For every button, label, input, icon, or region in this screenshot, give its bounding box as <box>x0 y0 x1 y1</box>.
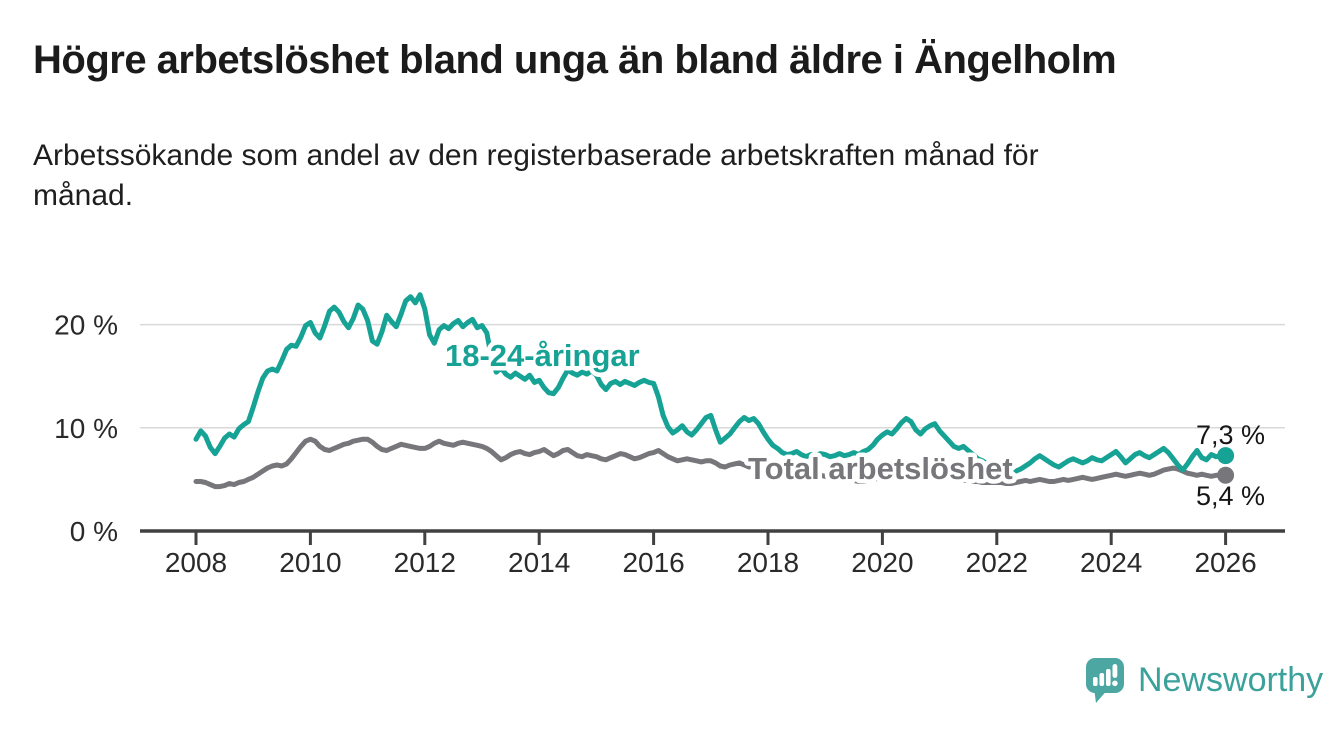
chart-subtitle-line-1: Arbetssökande som andel av den registerb… <box>33 139 1039 172</box>
series-line-0 <box>193 292 1229 475</box>
series-label-1: Total arbetslöshet <box>748 451 1013 486</box>
x-axis-label-2024: 2024 <box>1080 547 1142 578</box>
series-line-1 <box>193 436 1229 490</box>
series-end-value-1: 5,4 % <box>1196 481 1265 511</box>
x-axis-label-2026: 2026 <box>1194 547 1256 578</box>
brand-name: Newsworthy <box>1138 661 1324 699</box>
series-end-dot-0 <box>1217 447 1235 465</box>
x-axis-label-2016: 2016 <box>622 547 684 578</box>
series-end-value-0: 7,3 % <box>1196 420 1265 450</box>
page-title: Högre arbetslöshet bland unga än bland ä… <box>33 38 1117 82</box>
x-axis-label-2020: 2020 <box>851 547 913 578</box>
series-label-0: 18-24-åringar <box>445 338 640 373</box>
x-axis-label-2022: 2022 <box>966 547 1028 578</box>
x-axis-label-2012: 2012 <box>394 547 456 578</box>
y-axis-label-0: 0 % <box>70 516 118 547</box>
x-axis-label-2008: 2008 <box>165 547 227 578</box>
newsworthy-logo-icon <box>1086 658 1124 703</box>
chart-subtitle-line-2: månad. <box>33 179 134 212</box>
x-axis-label-2014: 2014 <box>508 547 570 578</box>
chart-subtitle: Arbetssökande som andel av den registerb… <box>33 136 1263 216</box>
footer-brand[interactable]: Newsworthy <box>1085 657 1323 704</box>
y-axis-label-10: 10 % <box>54 413 118 444</box>
y-axis-label-20: 20 % <box>54 310 118 341</box>
x-axis-label-2010: 2010 <box>279 547 341 578</box>
x-axis-label-2018: 2018 <box>737 547 799 578</box>
series-end-dot-1 <box>1217 466 1235 484</box>
